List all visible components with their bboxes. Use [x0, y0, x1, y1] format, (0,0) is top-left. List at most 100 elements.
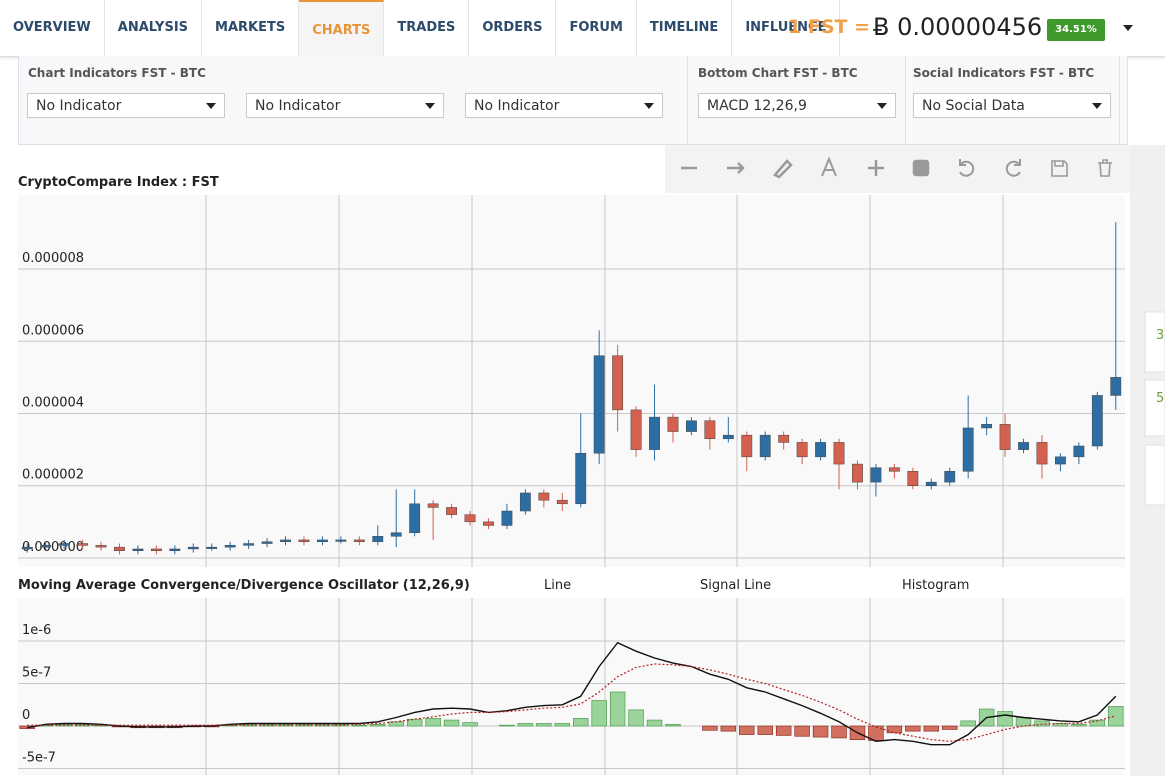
histogram-bar — [997, 711, 1013, 727]
histogram-bar — [923, 725, 940, 732]
nav-tab[interactable]: ANALYSIS — [105, 0, 203, 56]
nav-tab[interactable]: MARKETS — [202, 0, 300, 56]
nav-tab[interactable]: INFLUENCE — [732, 0, 841, 56]
change-badge: 34.51% — [1047, 19, 1105, 41]
candle-body — [888, 467, 900, 472]
histogram-bar — [536, 723, 552, 727]
plot-bg — [18, 195, 1125, 567]
edge-label: 3 — [1156, 328, 1165, 343]
nav-tab[interactable]: TIMELINE — [637, 0, 733, 56]
nav-tab[interactable]: FORUM — [556, 0, 637, 56]
histogram-bar — [462, 722, 478, 727]
candle-body — [556, 499, 568, 505]
nav-tab[interactable]: TRADES — [384, 0, 470, 56]
side-box — [1144, 379, 1165, 437]
histogram-bar — [941, 725, 958, 730]
candle-body — [667, 416, 679, 432]
redo-button[interactable] — [1005, 159, 1021, 177]
candle-body — [372, 536, 384, 542]
shape-tool[interactable] — [912, 159, 930, 177]
candle-body — [483, 521, 494, 526]
nav-tab[interactable]: ORDERS — [469, 0, 557, 56]
candle-body — [852, 463, 863, 483]
candle-body — [741, 434, 753, 458]
y-tick-label: 0.000004 — [22, 396, 84, 411]
candle-body — [981, 424, 993, 429]
candle-body — [40, 545, 52, 548]
histogram-bar — [831, 725, 847, 739]
candle-body — [796, 442, 808, 458]
indicator-select[interactable]: No Indicator — [465, 93, 663, 118]
candle-body — [501, 510, 513, 526]
histogram-bar — [554, 723, 571, 727]
histogram-bar — [628, 709, 644, 727]
save-button[interactable] — [1051, 160, 1068, 177]
histogram-bar — [868, 725, 884, 741]
histogram-bar — [1089, 719, 1106, 727]
candle-body — [722, 434, 734, 440]
histogram-bar — [739, 725, 755, 735]
histogram-bar — [591, 700, 607, 727]
ray-tool[interactable] — [727, 162, 745, 174]
candle-body — [95, 545, 107, 548]
y-tick-label: 0.000008 — [22, 251, 84, 266]
indicator-select[interactable]: No Social Data — [913, 93, 1111, 118]
histogram-bar — [609, 691, 626, 727]
y-tick-label: 1e-6 — [22, 623, 51, 638]
candle-body — [206, 546, 218, 549]
nav-tab[interactable]: OVERVIEW — [0, 0, 105, 56]
candle-body — [409, 503, 421, 533]
candle-body — [224, 545, 236, 548]
candle-body — [317, 539, 328, 542]
histogram-bar — [370, 723, 386, 727]
histogram-bar — [351, 724, 368, 727]
histogram-bar — [314, 723, 331, 727]
candle-body — [114, 546, 125, 551]
chart-title: CryptoCompare Index : FST — [18, 175, 219, 190]
group-title: Chart Indicators FST - BTC — [28, 66, 206, 80]
indicator-select[interactable]: No Indicator — [27, 93, 225, 118]
chart-title: Moving Average Convergence/Divergence Os… — [18, 578, 470, 593]
candle-body — [464, 514, 476, 523]
candle-body — [446, 507, 457, 515]
candle-body — [999, 424, 1011, 450]
histogram-bar — [572, 718, 589, 727]
candle-body — [907, 471, 919, 486]
candle-body — [1091, 395, 1103, 447]
histogram-bar — [775, 725, 792, 736]
candle-body — [169, 548, 181, 551]
histogram-bar — [406, 718, 423, 727]
candle-body — [686, 420, 697, 432]
histogram-bar — [1015, 717, 1032, 727]
indicator-select[interactable]: MACD 12,26,9 — [698, 93, 896, 118]
candle-body — [58, 543, 70, 546]
candle-body — [833, 442, 845, 465]
candle-body — [150, 548, 162, 551]
candle-body — [575, 452, 587, 505]
pen-tool[interactable] — [773, 159, 793, 179]
candle-body — [815, 442, 826, 458]
undo-button[interactable] — [959, 159, 975, 177]
delete-button[interactable] — [1098, 159, 1112, 177]
menu-caret[interactable] — [1123, 25, 1133, 36]
indicator-select[interactable]: No Indicator — [246, 93, 444, 118]
histogram-bar — [499, 724, 515, 727]
histogram-bar — [388, 721, 404, 727]
side-box — [1144, 311, 1165, 373]
candle-body — [925, 481, 937, 486]
nav-bar: OVERVIEW ANALYSIS MARKETS CHARTS TRADES ORDER… — [0, 0, 1165, 57]
edge-label: 5 — [1156, 391, 1165, 406]
signal-line — [27, 663, 1116, 742]
candle-body — [962, 427, 974, 472]
nav-tab[interactable]: CHARTS — [299, 0, 385, 56]
candle-body — [21, 546, 33, 550]
group-title: Bottom Chart FST - BTC — [698, 66, 858, 80]
histogram-bar — [665, 723, 681, 727]
histogram-bar — [74, 723, 91, 727]
candle-body — [759, 434, 771, 458]
macd-line — [27, 641, 1117, 746]
histogram-bar — [905, 725, 921, 732]
histogram-bar — [425, 718, 441, 727]
text-tool[interactable] — [821, 156, 837, 177]
plus-tool[interactable] — [868, 160, 884, 176]
